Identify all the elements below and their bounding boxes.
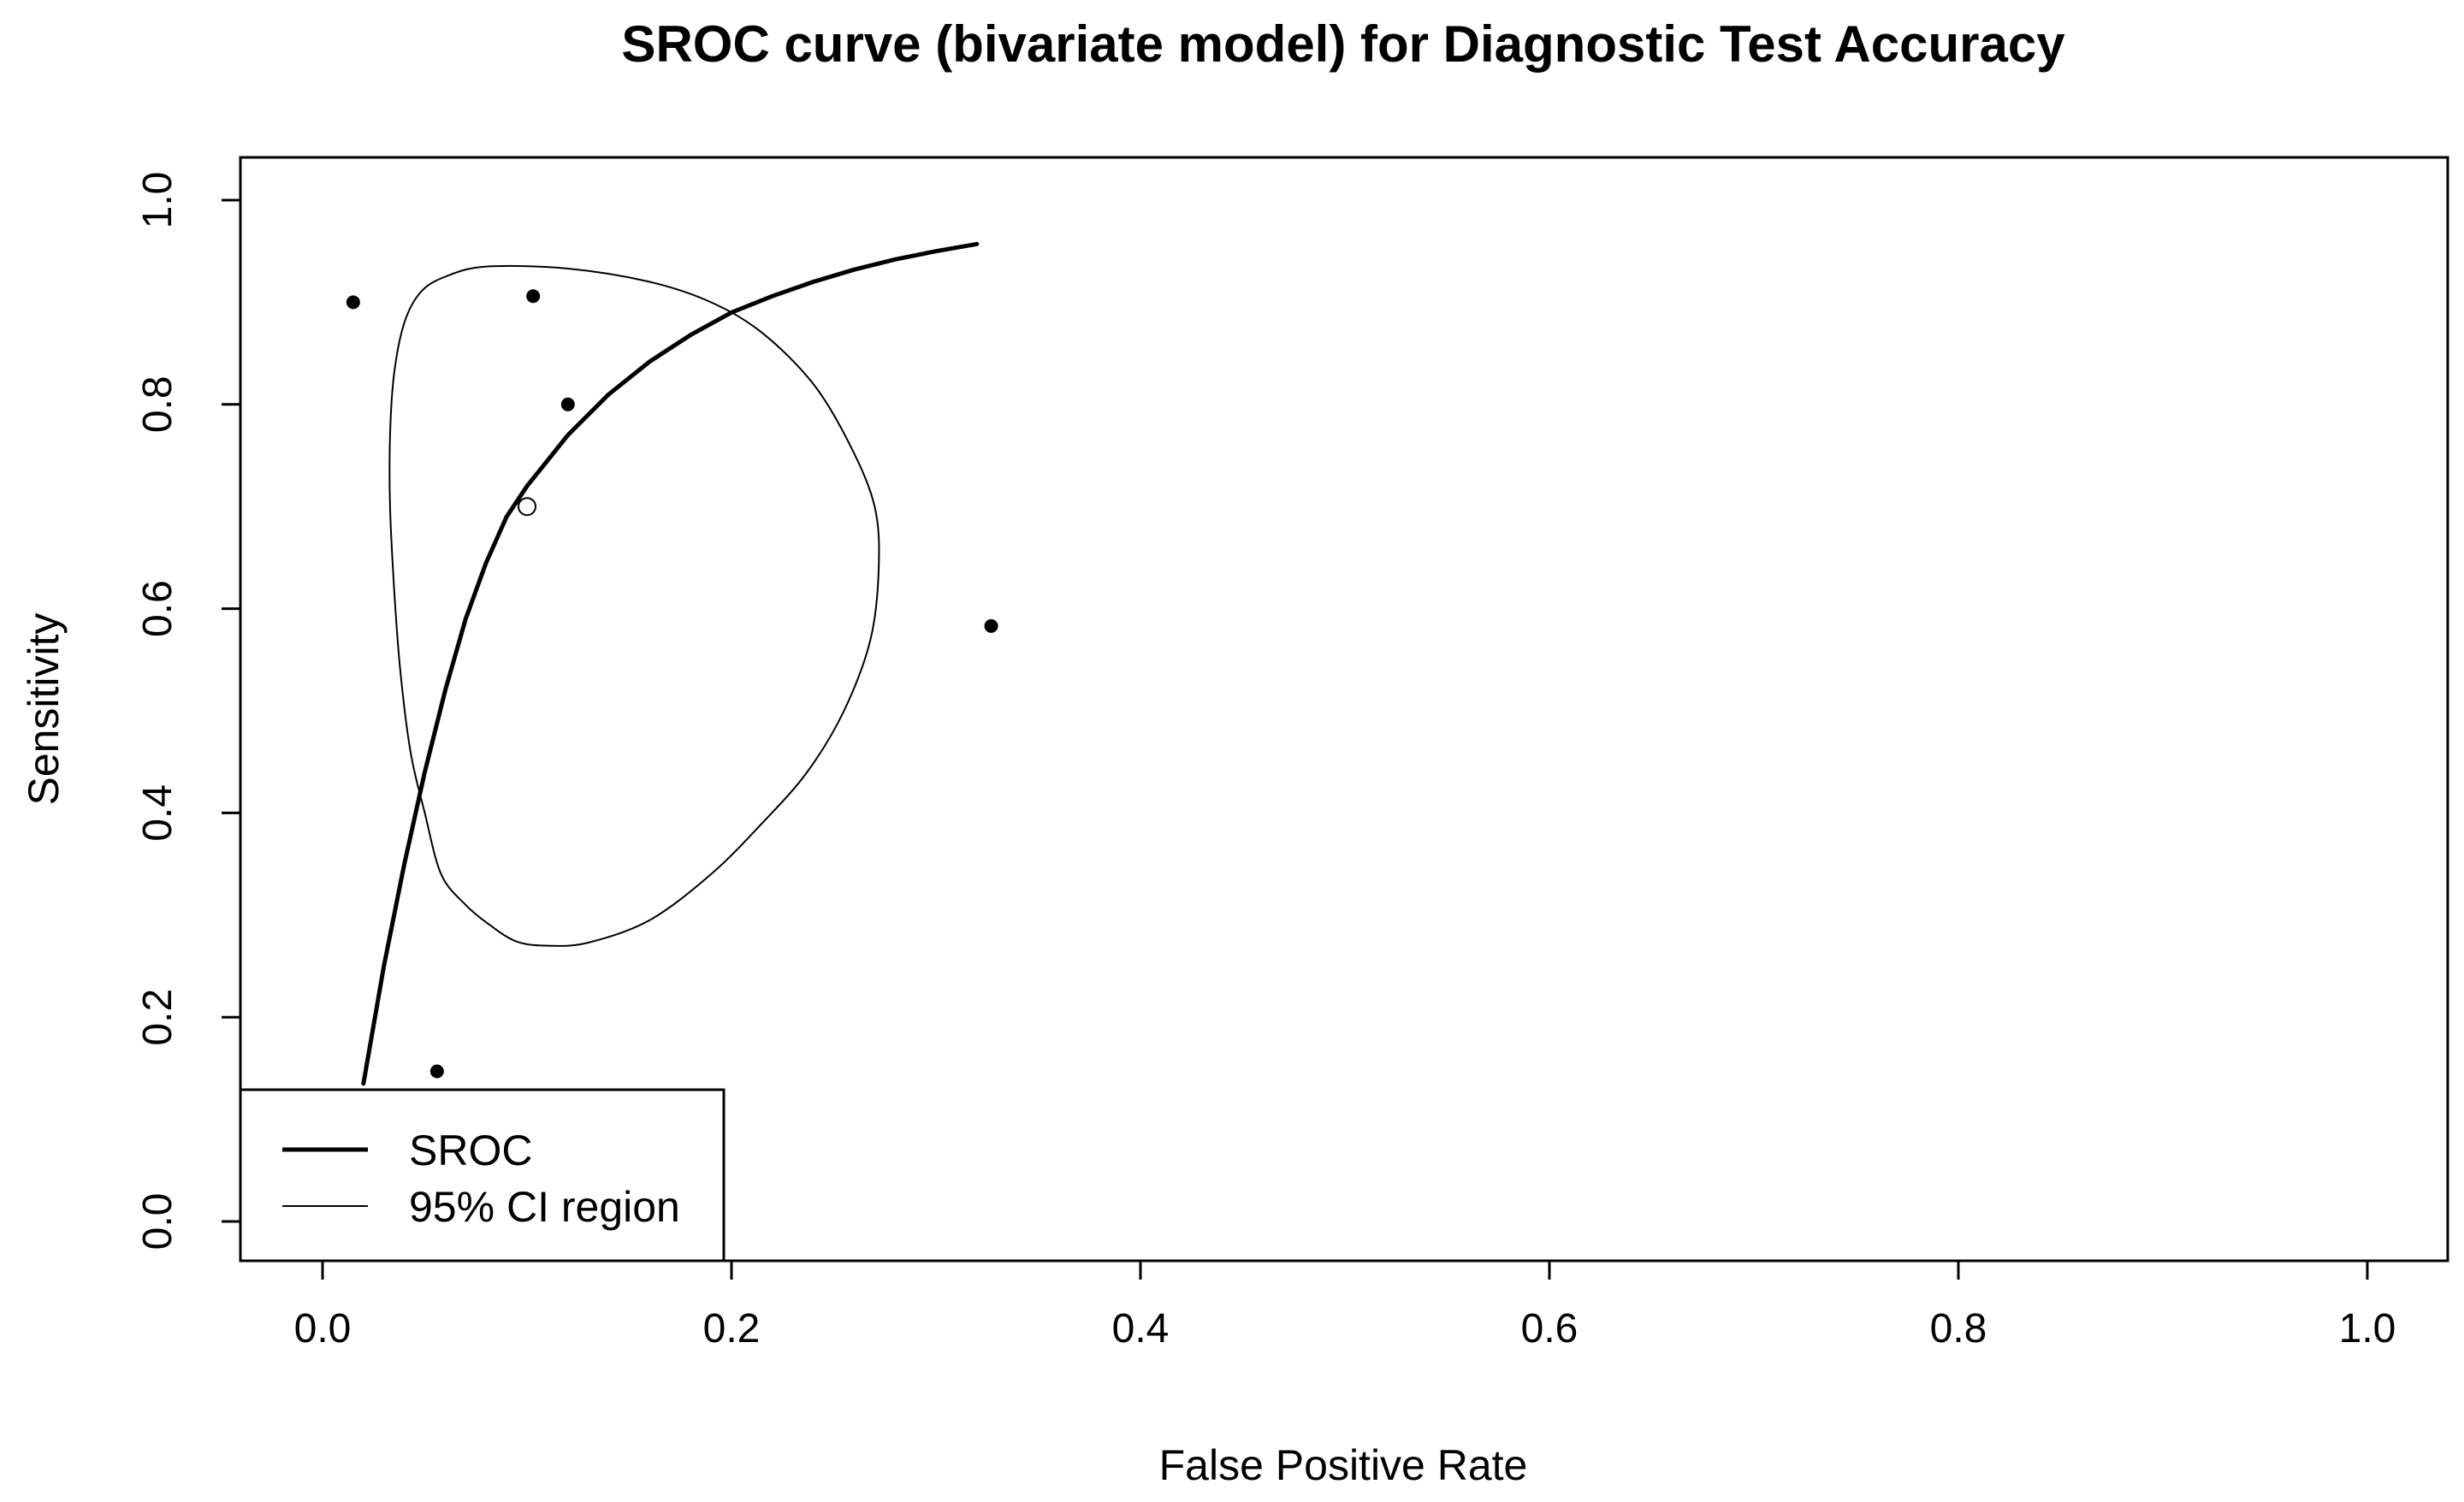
ci-region — [388, 264, 880, 947]
x-tick-label: 0.6 — [1521, 1306, 1578, 1351]
y-tick-label: 0.8 — [135, 376, 181, 433]
study-point — [346, 295, 360, 310]
y-tick-label: 1.0 — [135, 172, 181, 229]
y-tick-label: 0.2 — [135, 989, 181, 1046]
x-tick-label: 1.0 — [2339, 1306, 2396, 1351]
study-point — [526, 289, 541, 304]
x-tick-label: 0.0 — [294, 1306, 352, 1351]
y-tick-label: 0.4 — [135, 784, 181, 842]
y-tick-label: 0.6 — [135, 580, 181, 637]
x-tick-label: 0.8 — [1930, 1306, 1987, 1351]
y-tick-label: 0.0 — [135, 1193, 181, 1251]
x-axis: 0.0 0.2 0.4 0.6 0.8 1.0 — [294, 1259, 2396, 1351]
legend-box — [239, 1088, 726, 1263]
study-point — [429, 1064, 444, 1079]
study-point — [560, 397, 575, 411]
legend: SROC 95% CI region — [239, 1088, 726, 1263]
x-axis-label: False Positive Rate — [1159, 1441, 1528, 1489]
chart-title: SROC curve (bivariate model) for Diagnos… — [621, 15, 2065, 73]
series-layer — [346, 241, 998, 1086]
legend-sroc-label: SROC — [409, 1126, 532, 1174]
x-tick-label: 0.2 — [703, 1306, 761, 1351]
study-point — [984, 618, 998, 633]
y-axis-label: Sensitivity — [20, 612, 68, 805]
summary-point — [518, 497, 536, 517]
y-axis: 0.0 0.2 0.4 0.6 0.8 1.0 — [135, 172, 242, 1251]
legend-ci-label: 95% CI region — [409, 1183, 680, 1231]
x-tick-label: 0.4 — [1112, 1306, 1170, 1351]
sroc-curve — [361, 241, 980, 1086]
